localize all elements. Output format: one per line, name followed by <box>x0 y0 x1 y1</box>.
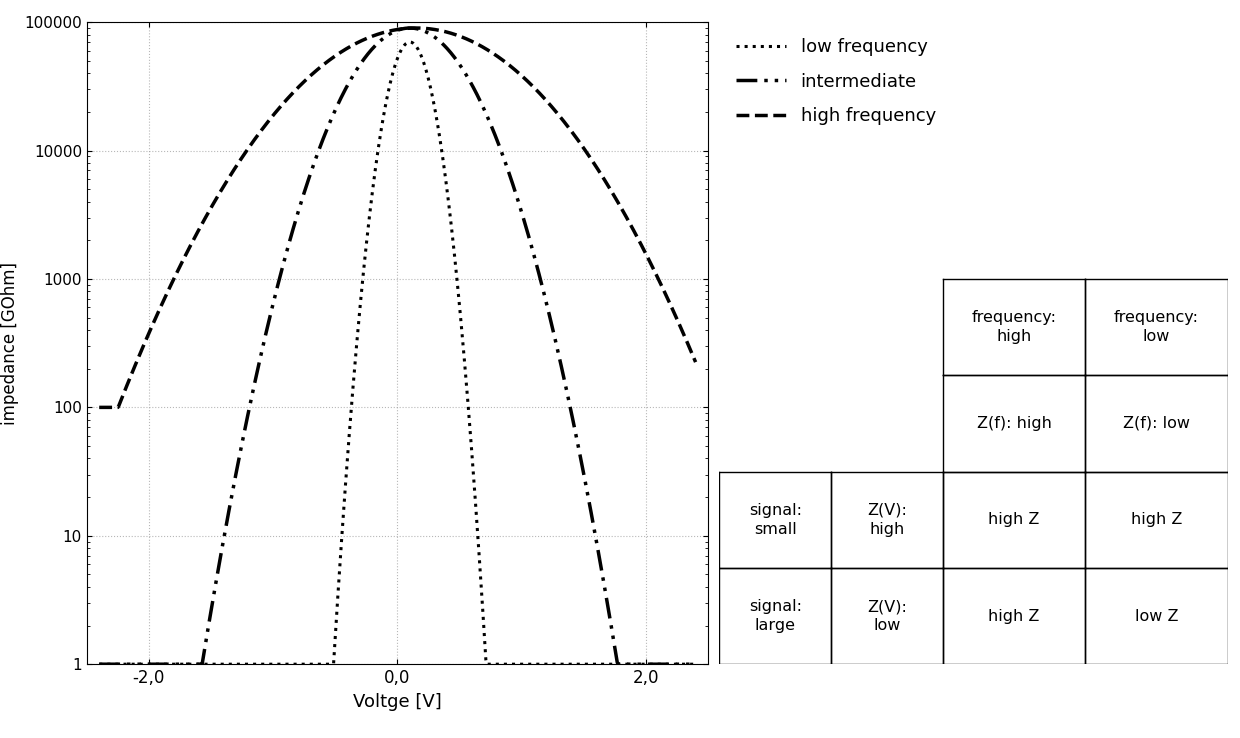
Line: low frequency: low frequency <box>99 42 696 664</box>
low frequency <box>472 562 487 571</box>
low frequency <box>455 328 470 337</box>
intermediate <box>688 660 703 669</box>
Text: low Z: low Z <box>1135 609 1178 624</box>
intermediate <box>606 635 621 644</box>
Text: Z(V):
low: Z(V): low <box>867 599 906 633</box>
low frequency <box>129 660 144 669</box>
intermediate <box>129 660 144 669</box>
Text: Z(f): high: Z(f): high <box>977 416 1052 431</box>
Text: high Z: high Z <box>988 512 1040 527</box>
high frequency <box>439 27 454 36</box>
high frequency <box>544 103 559 111</box>
Text: high Z: high Z <box>988 609 1040 624</box>
Text: Z(V):
high: Z(V): high <box>867 503 906 537</box>
high frequency <box>129 359 144 368</box>
Legend: low frequency, intermediate, high frequency: low frequency, intermediate, high freque… <box>728 31 944 132</box>
Text: signal:
large: signal: large <box>749 599 802 633</box>
Text: frequency:
high: frequency: high <box>972 310 1056 344</box>
high frequency <box>688 358 703 367</box>
Line: intermediate: intermediate <box>99 28 696 664</box>
low frequency <box>606 660 621 669</box>
intermediate <box>402 24 417 32</box>
intermediate <box>455 63 470 72</box>
intermediate <box>439 44 454 52</box>
Y-axis label: impedance [GOhm]: impedance [GOhm] <box>1 262 19 424</box>
Line: high frequency: high frequency <box>99 28 696 407</box>
Text: signal:
small: signal: small <box>749 503 802 537</box>
low frequency <box>439 180 454 189</box>
low frequency <box>402 38 417 46</box>
high frequency <box>472 41 487 50</box>
high frequency <box>408 24 423 32</box>
X-axis label: Voltge [V]: Voltge [V] <box>353 693 441 711</box>
Text: high Z: high Z <box>1131 512 1182 527</box>
high frequency <box>455 32 470 41</box>
high frequency <box>606 190 621 199</box>
low frequency <box>92 660 107 669</box>
Text: frequency:
low: frequency: low <box>1114 310 1199 344</box>
intermediate <box>544 323 559 331</box>
intermediate <box>92 660 107 669</box>
intermediate <box>472 96 487 105</box>
high frequency <box>92 403 107 412</box>
low frequency <box>688 660 703 669</box>
low frequency <box>544 660 559 669</box>
Text: Z(f): low: Z(f): low <box>1123 416 1190 431</box>
